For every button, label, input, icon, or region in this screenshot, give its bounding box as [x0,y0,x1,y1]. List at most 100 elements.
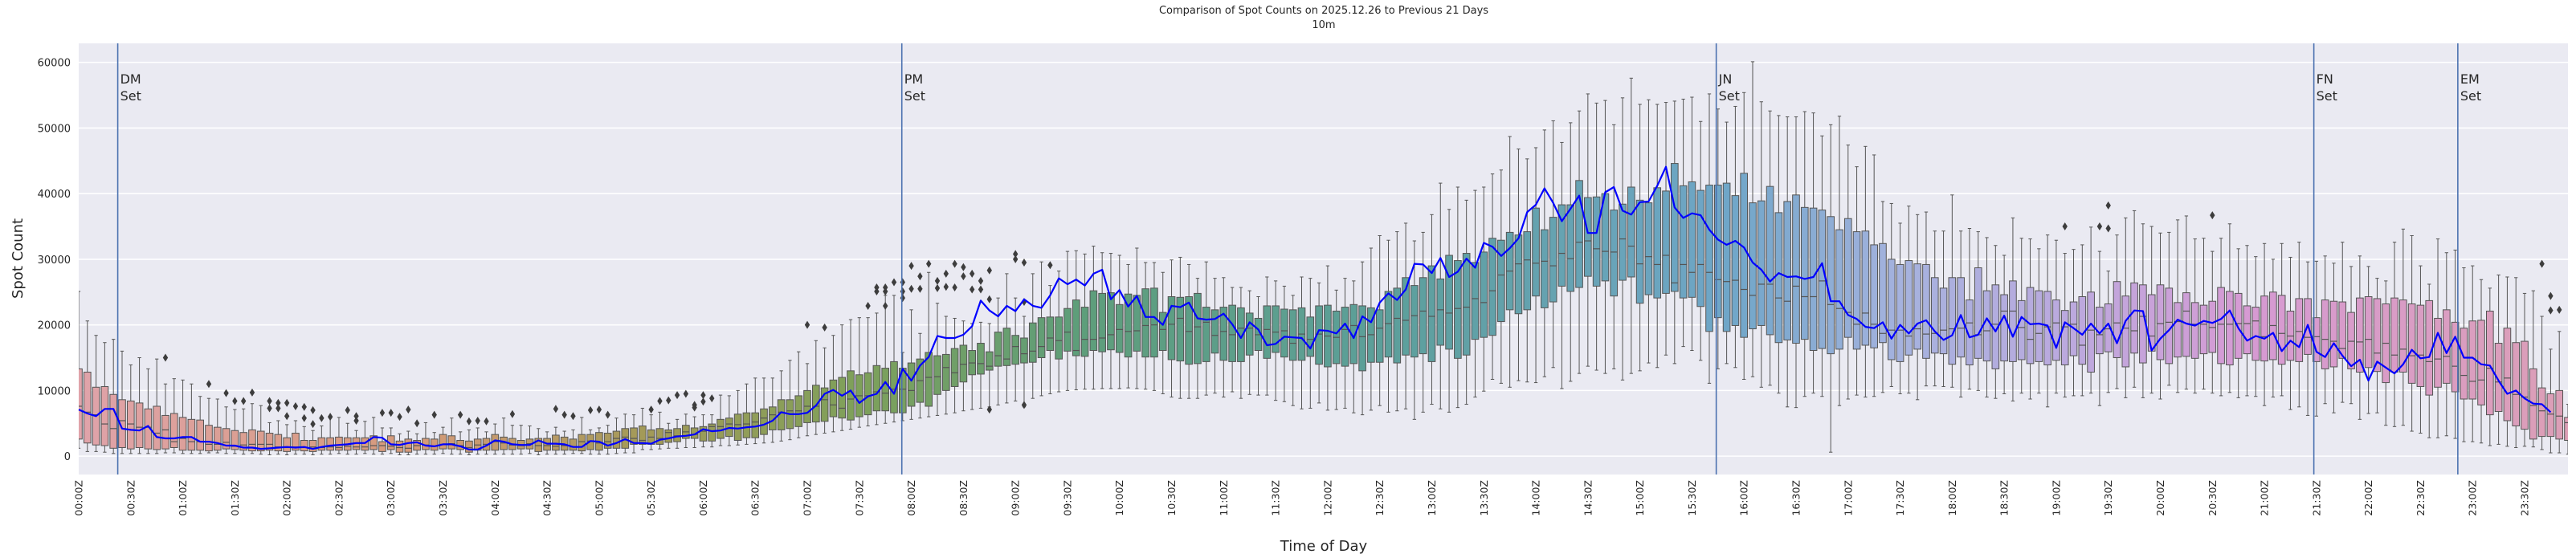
box [1635,104,1644,372]
box-iqr [1818,210,1827,349]
outlier-point [934,276,941,285]
outlier-point [908,284,914,293]
box [213,398,222,454]
box [2087,226,2095,394]
box [2243,245,2251,397]
box [1948,194,1957,388]
x-tick-label: 10:30Z [1166,480,1178,516]
reference-line-label: Set [2460,88,2481,104]
outlier-point [2539,259,2545,268]
box-iqr [673,428,681,442]
box [925,271,933,417]
outlier-point [865,301,871,310]
box-iqr [1870,244,1878,348]
box [2512,277,2521,448]
box-iqr [1566,204,1575,292]
x-tick-label: 12:00Z [1321,480,1333,516]
x-tick-label: 17:30Z [1894,480,1906,516]
box [1297,276,1306,409]
outlier-point [917,284,923,293]
outlier-point [319,413,325,422]
box [2338,242,2347,403]
box-iqr [1237,307,1245,362]
box-iqr [1766,185,1774,336]
box [1575,110,1583,374]
chart-title: Comparison of Spot Counts on 2025.12.26 … [1159,5,1488,17]
outlier-point [570,412,576,421]
x-tick-label: 17:00Z [1842,480,1854,516]
box [2416,265,2425,434]
box-iqr [863,372,872,416]
box [1627,77,1635,374]
x-tick-label: 11:00Z [1218,480,1230,516]
box-iqr [941,353,950,391]
y-tick-label: 50000 [38,123,71,135]
box [326,417,334,455]
box-iqr [1644,202,1653,295]
x-tick-label: 23:00Z [2467,480,2479,516]
outlier-point [1021,258,1027,267]
box [2156,232,2165,400]
x-tick-label: 23:30Z [2519,480,2531,516]
box-iqr [2113,281,2121,359]
box-iqr [1046,316,1055,352]
box [79,291,83,449]
box [950,317,959,413]
box [2052,239,2060,394]
box-iqr [369,435,378,450]
box [2425,283,2434,438]
box [1219,277,1228,398]
outlier-point [596,405,602,414]
box-iqr [2000,294,2008,362]
outlier-point [883,301,888,310]
box-iqr [2026,287,2035,365]
box [760,377,768,444]
box-iqr [1089,290,1098,352]
box [733,389,742,446]
box-iqr [820,387,829,422]
box-iqr [1210,309,1219,354]
x-axis-ticks: 00:00Z 00:30Z 01:00Z 01:30Z 02:00Z 02:30Z 03:0… [73,480,2531,516]
box [1592,102,1601,371]
box [1827,124,1835,453]
outlier-point [925,259,932,268]
x-tick-label: 09:30Z [1061,480,1073,516]
box-iqr [1098,292,1106,352]
x-tick-label: 08:30Z [957,480,970,516]
outlier-point [961,263,966,271]
box-iqr [1194,292,1202,365]
box [2190,238,2199,394]
box [1488,173,1496,380]
box-iqr [178,417,187,451]
box-iqr [1800,206,1809,340]
box-iqr [1887,259,1896,360]
box [161,383,169,454]
box [2521,292,2529,447]
box [2043,234,2051,408]
box-iqr [1749,202,1757,330]
box-iqr [1939,287,1948,355]
box-iqr [1037,317,1046,359]
box [187,383,196,454]
box-iqr [1627,186,1635,278]
box-iqr [2251,307,2260,361]
box-iqr [1662,190,1670,294]
x-tick-label: 20:30Z [2207,480,2219,516]
box-iqr [2321,299,2329,369]
box-iqr [1653,187,1662,299]
box [1237,287,1245,399]
box [855,317,863,428]
box-iqr [2260,295,2268,362]
outlier-point [943,269,949,278]
box-iqr [1575,180,1583,288]
box [1124,263,1133,389]
box [812,340,820,435]
box-iqr [881,368,890,412]
box [699,414,708,448]
box [2000,255,2008,394]
box-iqr [1158,312,1167,352]
box-iqr [630,427,638,445]
box-iqr [639,426,647,445]
box-iqr [1115,303,1124,353]
